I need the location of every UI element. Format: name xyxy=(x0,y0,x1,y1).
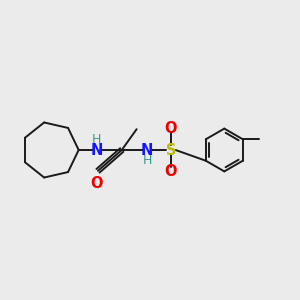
Text: H: H xyxy=(92,133,101,146)
Text: O: O xyxy=(90,176,103,191)
Text: S: S xyxy=(166,142,176,158)
Text: O: O xyxy=(165,164,177,179)
Text: N: N xyxy=(90,142,103,158)
Text: O: O xyxy=(165,121,177,136)
Text: H: H xyxy=(142,154,152,167)
Text: N: N xyxy=(141,142,153,158)
